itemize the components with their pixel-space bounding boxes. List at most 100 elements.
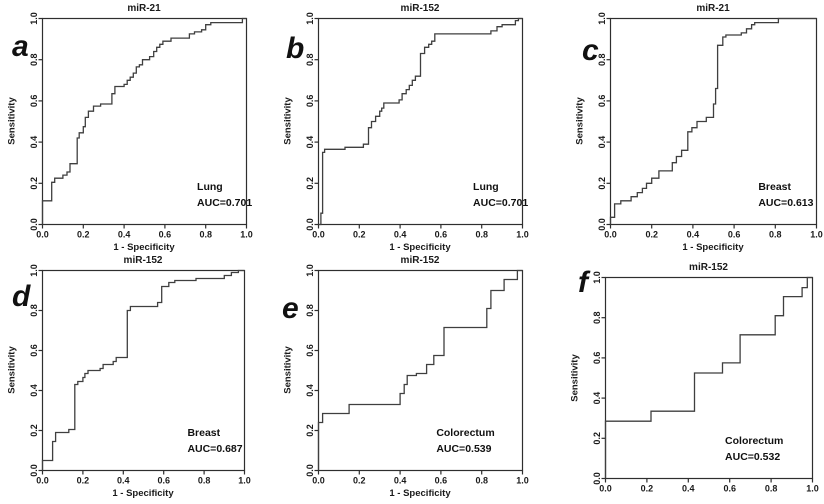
- x-tick-label: 0.8: [765, 484, 778, 494]
- plot-frame: [609, 17, 818, 226]
- y-tick-label: 0.2: [597, 177, 607, 190]
- auc-value-label: AUC=0.701: [197, 197, 253, 209]
- y-tick-label: 0.0: [592, 472, 602, 485]
- roc-curve: [41, 17, 247, 225]
- roc-plot-canvas: 0.0 0.2 0.4 0.6 0.8 1.0 0.0 0.2 0.4 0.6 0.8 1.0: [592, 271, 819, 494]
- x-tick-label: 0.6: [435, 476, 448, 486]
- roc-curve: [318, 17, 523, 226]
- x-axis-label: 1 - Specificity: [112, 488, 174, 499]
- auc-value-label: AUC=0.532: [725, 451, 781, 463]
- cancer-site-label: Colorectum: [725, 435, 784, 447]
- y-tick-label: 0.2: [592, 432, 602, 445]
- roc-plot-canvas: 0.0 0.2 0.4 0.6 0.8 1.0 0.0 0.2 0.4 0.6 0.8 1.0: [305, 12, 529, 240]
- auc-value-label: AUC=0.539: [436, 443, 492, 455]
- panel-letter: c: [582, 34, 599, 67]
- y-tick-label: 0.8: [29, 304, 39, 317]
- x-tick-label: 1.0: [516, 230, 529, 240]
- x-tick-label: 0.2: [645, 230, 658, 240]
- y-tick-label: 0.0: [305, 218, 315, 231]
- plot-title: miR-21: [127, 3, 161, 14]
- roc-panel-b: b miR-152 Sensitivity 1 - Specificity Lu…: [280, 0, 560, 253]
- roc-curve: [604, 276, 813, 479]
- y-tick-label: 0.0: [29, 218, 39, 231]
- x-tick-label: 0.6: [728, 230, 741, 240]
- x-tick-label: 0.0: [312, 476, 325, 486]
- auc-annotation: Lung AUC=0.701: [197, 179, 252, 211]
- roc-panel-d: d miR-152 Sensitivity 1 - Specificity Br…: [0, 252, 280, 504]
- x-axis-label: 1 - Specificity: [113, 242, 175, 253]
- x-tick-label: 0.4: [118, 230, 131, 240]
- y-tick-label: 0.0: [29, 464, 39, 477]
- cancer-site-label: Lung: [473, 181, 499, 193]
- roc-panel-f: f miR-152 Sensitivity Colorectum AUC=0.5…: [560, 252, 824, 504]
- roc-plot-canvas: 0.0 0.2 0.4 0.6 0.8 1.0 0.0 0.2 0.4 0.6 0.8 1.0: [597, 12, 823, 240]
- y-tick-label: 0.8: [305, 304, 315, 317]
- y-tick-label: 0.4: [592, 392, 602, 405]
- x-tick-label: 0.2: [77, 230, 90, 240]
- auc-value-label: AUC=0.701: [473, 197, 529, 209]
- y-tick-label: 1.0: [29, 12, 39, 25]
- x-tick-label: 0.0: [36, 230, 49, 240]
- x-tick-label: 0.4: [394, 476, 407, 486]
- y-tick-label: 0.8: [592, 311, 602, 324]
- y-tick-label: 1.0: [305, 264, 315, 277]
- roc-panel-e: e miR-152 Sensitivity 1 - Specificity Co…: [280, 252, 560, 504]
- panel-letter: e: [282, 292, 299, 325]
- y-tick-label: 0.6: [29, 95, 39, 108]
- x-tick-label: 0.4: [117, 476, 130, 486]
- auc-annotation: Breast AUC=0.613: [758, 179, 813, 211]
- x-tick-label: 0.2: [353, 476, 366, 486]
- x-tick-label: 0.0: [36, 476, 49, 486]
- x-tick-label: 0.0: [604, 230, 617, 240]
- panel-letter: a: [12, 30, 29, 63]
- plot-frame: [41, 17, 248, 226]
- y-tick-label: 0.8: [597, 53, 607, 66]
- y-tick-label: 0.6: [305, 344, 315, 357]
- roc-plot-canvas: 0.0 0.2 0.4 0.6 0.8 1.0 0.0 0.2 0.4 0.6 0.8 1.0: [29, 264, 251, 486]
- cancer-site-label: Breast: [758, 181, 791, 193]
- y-tick-label: 0.4: [29, 136, 39, 149]
- plot-title: miR-152: [400, 255, 440, 266]
- x-tick-label: 1.0: [810, 230, 823, 240]
- y-tick-label: 0.2: [29, 177, 39, 190]
- roc-curve: [317, 269, 523, 471]
- auc-value-label: AUC=0.687: [187, 443, 243, 455]
- x-axis-label: 1 - Specificity: [682, 242, 744, 253]
- x-tick-label: 1.0: [806, 484, 819, 494]
- plot-title: miR-152: [123, 255, 163, 266]
- plot-frame: [317, 269, 524, 472]
- cancer-site-label: Colorectum: [436, 427, 495, 439]
- auc-annotation: Lung AUC=0.701: [473, 179, 528, 211]
- y-tick-label: 0.8: [29, 53, 39, 66]
- y-tick-label: 0.4: [597, 136, 607, 149]
- y-tick-label: 0.2: [305, 177, 315, 190]
- x-tick-label: 0.6: [435, 230, 448, 240]
- y-tick-label: 1.0: [597, 12, 607, 25]
- y-tick-label: 0.6: [305, 95, 315, 108]
- y-tick-label: 1.0: [592, 271, 602, 284]
- y-tick-label: 0.0: [597, 218, 607, 231]
- auc-annotation: Breast AUC=0.687: [187, 425, 242, 457]
- plot-title: miR-152: [400, 3, 440, 14]
- roc-curve: [609, 17, 817, 225]
- x-tick-label: 0.4: [682, 484, 695, 494]
- x-tick-label: 0.2: [77, 476, 90, 486]
- x-tick-label: 0.4: [687, 230, 700, 240]
- x-tick-label: 0.6: [157, 476, 170, 486]
- panel-letter: b: [286, 32, 305, 65]
- plot-title: miR-21: [696, 3, 730, 14]
- y-tick-label: 1.0: [29, 264, 39, 277]
- y-tick-label: 0.0: [305, 464, 315, 477]
- x-tick-label: 0.8: [475, 476, 488, 486]
- x-tick-label: 0.2: [353, 230, 366, 240]
- roc-panel-c: c miR-21 Sensitivity 1 - Specificity Bre…: [560, 0, 824, 253]
- y-tick-label: 0.6: [29, 344, 39, 357]
- cancer-site-label: Breast: [187, 427, 221, 439]
- panel-letter: d: [12, 280, 31, 313]
- auc-annotation: Colorectum AUC=0.539: [436, 425, 494, 457]
- plot-frame: [41, 269, 246, 472]
- roc-curve: [41, 269, 245, 471]
- cancer-site-label: Lung: [197, 181, 223, 193]
- x-tick-label: 1.0: [238, 476, 251, 486]
